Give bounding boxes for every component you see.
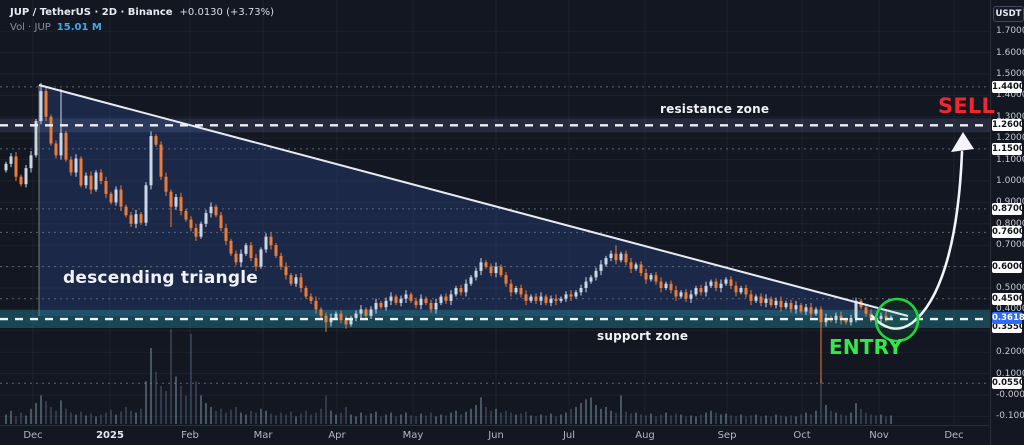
time-axis-month-label: Aug xyxy=(635,430,655,441)
descending-triangle-label[interactable]: descending triangle xyxy=(63,268,258,288)
trendline xyxy=(38,84,909,317)
symbol-title[interactable]: JUP / TetherUS · 2D · Binance xyxy=(10,7,173,18)
time-axis-month-label: Apr xyxy=(328,430,346,441)
sell-label[interactable]: SELL xyxy=(938,94,996,118)
price-tick-label: 0.1000 xyxy=(996,368,1024,379)
price-level-label: 0.6000 xyxy=(992,260,1024,273)
entry-label[interactable]: ENTRY xyxy=(829,335,903,359)
price-chart-canvas[interactable] xyxy=(0,0,990,425)
price-level-label: 1.1500 xyxy=(992,142,1024,155)
candlestick-series xyxy=(4,82,893,384)
time-axis-month-label: Jun xyxy=(488,430,504,441)
support-zone-label[interactable]: support zone xyxy=(597,329,689,343)
entry-circle xyxy=(874,297,920,343)
chart-pane[interactable]: JUP / TetherUS · 2D · Binance +0.0130 (+3… xyxy=(0,0,995,425)
price-level-label: 0.8700 xyxy=(992,202,1024,215)
currency-toggle-button[interactable]: USDT xyxy=(993,6,1024,22)
time-axis-year-label: 2025 xyxy=(96,430,124,441)
volume-label: Vol · JUP xyxy=(10,22,51,33)
price-tick-label: -0.1000 xyxy=(996,411,1024,422)
price-tick-label: 1.3000 xyxy=(996,111,1024,122)
last-price-label: 0.3618 xyxy=(992,311,1024,324)
price-level-label: 1.4400 xyxy=(992,80,1024,93)
volume-series xyxy=(5,329,892,424)
time-axis-month-label: Sep xyxy=(717,430,737,441)
price-tick-label: 0.9000 xyxy=(996,197,1024,207)
price-level-label: 0.4500 xyxy=(992,292,1024,305)
price-level-label: 0.0550 xyxy=(992,377,1024,390)
price-tick-label: 1.1000 xyxy=(996,154,1024,165)
time-axis-month-label: Oct xyxy=(793,430,811,441)
volume-value: 15.01 M xyxy=(56,22,102,33)
price-level-label: 0.3550 xyxy=(992,321,1024,334)
price-tick-label: 1.6000 xyxy=(996,47,1024,58)
chart-legend: JUP / TetherUS · 2D · Binance +0.0130 (+3… xyxy=(10,6,274,35)
projection-arrow xyxy=(870,132,974,330)
resistance-zone-label[interactable]: resistance zone xyxy=(660,102,770,116)
time-axis-month-label: Nov xyxy=(869,430,889,441)
time-axis-month-label: Jul xyxy=(562,430,576,441)
time-axis-month-label: Dec xyxy=(23,430,43,441)
time-axis-month-label: Feb xyxy=(181,430,199,441)
time-axis[interactable]: Dec 2025 Feb Mar Apr May Jun Jul Aug Sep Oct Nov Dec xyxy=(0,425,990,445)
time-axis-month-label: Dec xyxy=(944,430,964,441)
price-level-label: 1.2600 xyxy=(992,119,1024,132)
price-level-label: 0.7600 xyxy=(992,226,1024,239)
time-axis-month-label: Mar xyxy=(253,430,273,441)
time-axis-month-label: May xyxy=(402,430,424,441)
zone-dashed-lines xyxy=(0,124,990,321)
price-change: +0.0130 (+3.73%) xyxy=(179,7,275,18)
